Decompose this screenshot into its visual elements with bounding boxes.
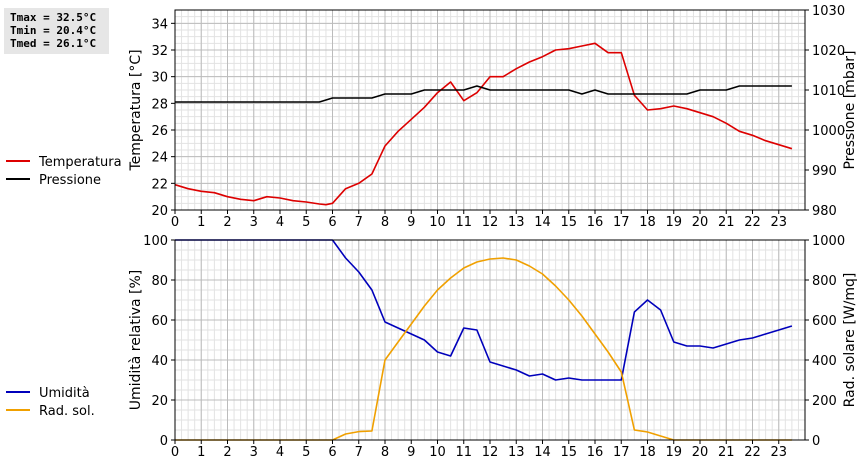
x-tick-label: 9 [407,215,415,230]
x-tick-label: 4 [276,445,284,460]
y-tick-label: 24 [151,151,168,166]
y-tick-label: 20 [151,204,168,219]
y2-tick-label: 800 [812,274,837,289]
y2-tick-label: 1000 [812,234,845,249]
series-line-rad-sol [175,257,792,441]
tmax-label: Tmax = 32.5°C [10,11,97,24]
y-tick-label: 0 [160,434,168,449]
legend-label-umidita: Umidità [39,386,90,401]
x-tick-label: 20 [692,445,709,460]
x-tick-label: 11 [455,445,472,460]
x-tick-label: 16 [587,445,604,460]
y2-tick-label: 1020 [812,44,845,59]
y2-tick-label: 1000 [812,124,845,139]
y2-tick-label: 990 [812,164,837,179]
x-tick-label: 5 [302,445,310,460]
x-tick-label: 13 [508,445,525,460]
x-tick-label: 1 [197,445,205,460]
x-tick-label: 0 [171,445,179,460]
x-tick-label: 19 [665,215,682,230]
x-tick-label: 6 [328,215,336,230]
x-tick-label: 22 [744,215,761,230]
x-tick-label: 3 [250,215,258,230]
x-tick-label: 17 [613,215,630,230]
y-tick-label: 26 [151,124,168,139]
x-tick-label: 14 [534,445,551,460]
x-tick-label: 10 [429,445,446,460]
y2-tick-label: 1010 [812,84,845,99]
x-tick-label: 20 [692,215,709,230]
y-axis-title-umidita: Umidità relativa [%] [128,270,144,411]
y-tick-label: 32 [151,44,168,59]
y-axis-title-temperatura: Temperatura [°C] [128,49,144,171]
x-tick-label: 12 [482,215,499,230]
y-tick-label: 20 [151,394,168,409]
x-tick-label: 7 [355,445,363,460]
x-tick-label: 18 [639,215,656,230]
legend-top: Temperatura Pressione [6,155,122,188]
legend-label-pressione: Pressione [39,173,101,188]
y-tick-label: 22 [151,177,168,192]
series-line-pressione [175,85,792,103]
y2-axis-title-pressione: Pressione [mbar] [842,50,858,169]
y2-tick-label: 1030 [812,4,845,19]
x-tick-label: 21 [718,215,735,230]
x-tick-label: 0 [171,215,179,230]
x-tick-label: 4 [276,215,284,230]
y-tick-label: 28 [151,97,168,112]
x-tick-label: 2 [223,215,231,230]
y-tick-label: 100 [143,234,168,249]
series-line-temperatura [174,42,793,206]
x-tick-label: 1 [197,215,205,230]
x-tick-label: 15 [560,445,577,460]
y2-axis-title-radsol: Rad. solare [W/mq] [842,273,858,408]
x-tick-label: 13 [508,215,525,230]
y-tick-label: 30 [151,71,168,86]
x-tick-label: 17 [613,445,630,460]
x-tick-label: 14 [534,215,551,230]
x-tick-label: 3 [250,445,258,460]
x-tick-label: 9 [407,445,415,460]
y-tick-label: 40 [151,354,168,369]
y2-tick-label: 980 [812,204,837,219]
y-tick-label: 80 [151,274,168,289]
y-tick-label: 34 [151,17,168,32]
y2-tick-label: 600 [812,314,837,329]
x-tick-label: 2 [223,445,231,460]
x-tick-label: 5 [302,215,310,230]
x-tick-label: 10 [429,215,446,230]
x-tick-label: 23 [770,215,787,230]
x-tick-label: 16 [587,215,604,230]
x-tick-label: 19 [665,445,682,460]
x-tick-label: 15 [560,215,577,230]
stats-box: Tmax = 32.5°C Tmin = 20.4°C Tmed = 26.1°… [4,8,109,54]
x-tick-label: 8 [381,445,389,460]
y2-tick-label: 200 [812,394,837,409]
legend-label-radsol: Rad. sol. [39,404,95,419]
x-tick-label: 7 [355,215,363,230]
y-tick-label: 60 [151,314,168,329]
x-tick-label: 21 [718,445,735,460]
tmin-label: Tmin = 20.4°C [10,24,97,37]
x-tick-label: 8 [381,215,389,230]
x-tick-label: 18 [639,445,656,460]
y2-tick-label: 0 [812,434,820,449]
x-tick-label: 11 [455,215,472,230]
legend-bottom: Umidità Rad. sol. [6,386,95,419]
legend-label-temperatura: Temperatura [38,155,122,170]
x-tick-label: 23 [770,445,787,460]
x-tick-label: 12 [482,445,499,460]
x-tick-label: 6 [328,445,336,460]
tmed-label: Tmed = 26.1°C [10,37,97,50]
y2-tick-label: 400 [812,354,837,369]
x-tick-label: 22 [744,445,761,460]
